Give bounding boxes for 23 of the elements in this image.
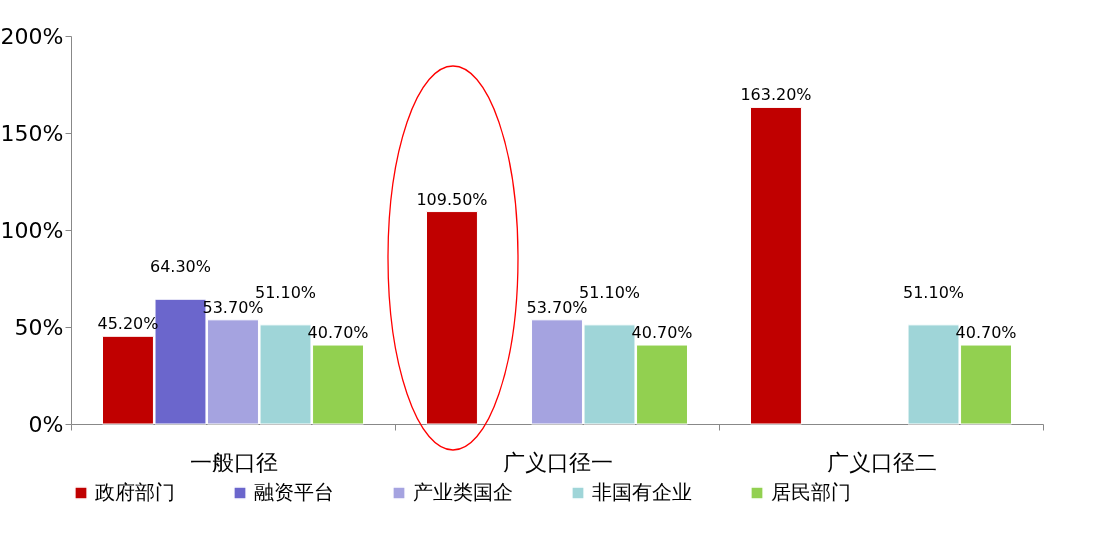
y-tick-label: 150% [0, 120, 64, 146]
y-tick-label: 0% [28, 411, 64, 437]
legend-label: 政府部门 [95, 480, 175, 504]
data-label: 51.10% [903, 282, 965, 302]
data-label: 64.30% [149, 257, 211, 277]
data-label: 163.20% [740, 85, 812, 105]
legend-label: 非国有企业 [592, 480, 692, 504]
data-label: 109.50% [416, 189, 488, 209]
legend-label: 产业类国企 [413, 480, 513, 504]
x-tick-label: 广义口径一 [502, 449, 613, 475]
legend-label: 居民部门 [771, 480, 851, 504]
bar [750, 106, 802, 425]
data-label: 40.70% [955, 323, 1017, 343]
legend-label: 融资平台 [254, 480, 334, 504]
y-tick-label: 200% [0, 23, 64, 49]
data-label: 40.70% [631, 323, 693, 343]
y-tick-label: 50% [14, 314, 64, 340]
bar [426, 211, 478, 425]
x-tick-label: 广义口径二 [826, 449, 937, 475]
data-label: 40.70% [307, 323, 369, 343]
y-tick-label: 100% [0, 217, 64, 243]
data-label: 51.10% [255, 282, 317, 302]
x-tick-label: 一般口径 [189, 449, 278, 475]
